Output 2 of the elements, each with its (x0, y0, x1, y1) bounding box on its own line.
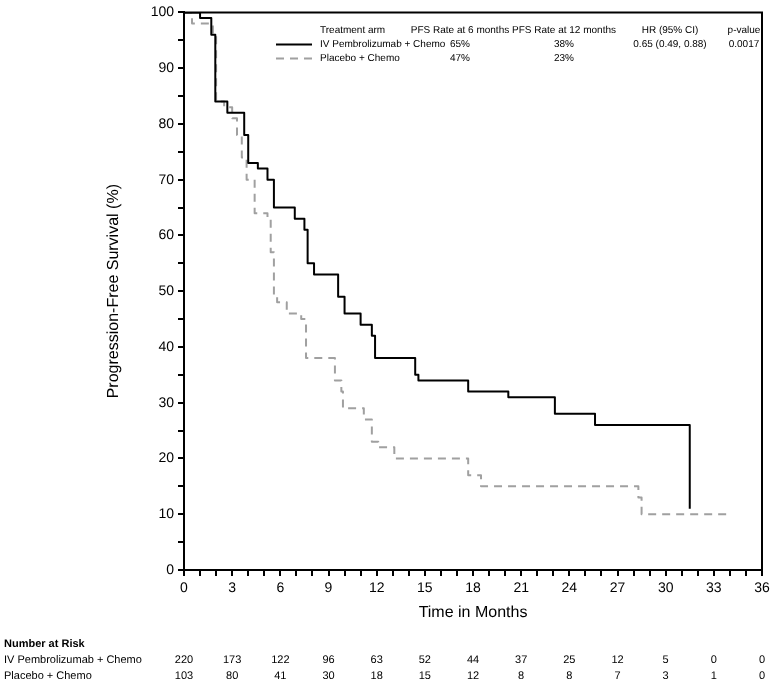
y-axis-title: Progression-Free Survival (%) (104, 183, 123, 399)
x-axis-title: Time in Months (418, 602, 528, 621)
